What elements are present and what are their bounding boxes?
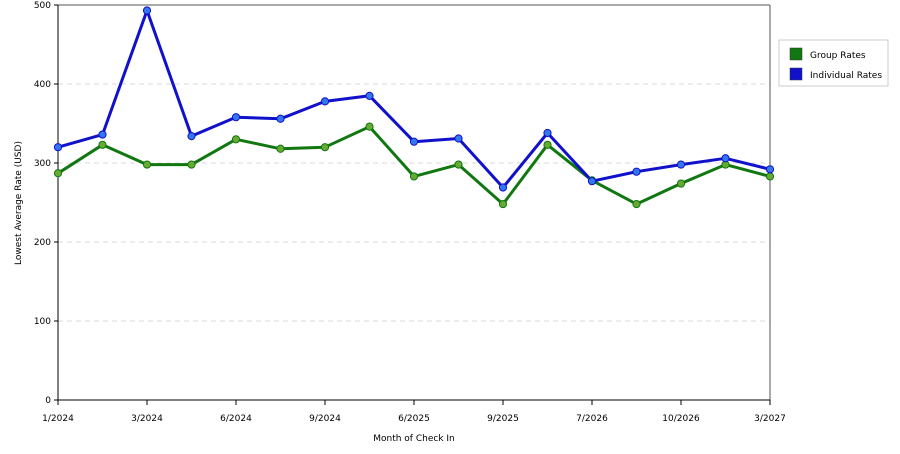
y-tick-label: 200 <box>34 238 51 248</box>
data-point <box>142 6 152 15</box>
data-point <box>409 137 419 146</box>
data-point <box>98 140 107 149</box>
data-point <box>231 113 241 122</box>
legend-swatch <box>789 67 803 81</box>
data-point <box>498 199 508 209</box>
data-point <box>498 183 508 192</box>
x-tick-label: 9/2025 <box>487 414 519 424</box>
data-point <box>98 130 107 139</box>
data-point <box>721 154 730 163</box>
data-point <box>543 140 552 149</box>
gridlines <box>58 83 770 322</box>
legend-label: Individual Rates <box>810 71 882 81</box>
series-line-2 <box>56 9 772 189</box>
data-point <box>187 132 196 141</box>
x-tick-label: 10/2026 <box>662 414 700 424</box>
x-axis-title: Month of Check In <box>373 434 455 444</box>
x-tick-label: 3/2024 <box>131 414 163 424</box>
data-point <box>765 172 775 181</box>
data-point <box>320 143 330 152</box>
data-point <box>632 199 641 209</box>
x-tick-label: 9/2024 <box>309 414 341 424</box>
data-point <box>409 172 419 181</box>
x-tick-label: 6/2025 <box>398 414 430 424</box>
y-tick-label: 300 <box>34 159 51 169</box>
data-point <box>320 97 330 106</box>
data-point <box>676 160 686 169</box>
data-point <box>454 160 463 169</box>
data-point <box>587 177 597 186</box>
data-point <box>454 134 463 143</box>
data-point <box>231 135 241 144</box>
data-point <box>765 165 775 174</box>
data-point <box>276 144 285 153</box>
data-point <box>365 91 374 100</box>
x-tick-label: 7/2026 <box>576 414 608 424</box>
axes: 0 100 200 300 400 500 1/2024 3/2024 6/2024 9/2024… <box>34 1 786 424</box>
legend-swatch <box>789 47 803 61</box>
legend-label: Group Rates <box>810 51 866 61</box>
x-tick-label: 1/2024 <box>42 414 74 424</box>
data-point <box>676 179 686 188</box>
data-point <box>365 122 374 131</box>
x-tick-label: 3/2027 <box>754 414 786 424</box>
data-point <box>142 160 152 169</box>
y-tick-label: 100 <box>34 317 51 327</box>
data-point <box>632 167 641 176</box>
y-tick-label: 0 <box>45 396 51 406</box>
y-tick-label: 400 <box>34 80 51 90</box>
y-axis-title: Lowest Average Rate (USD) <box>14 141 24 265</box>
y-tick-label: 500 <box>34 1 51 11</box>
data-point <box>187 160 196 169</box>
series-markers <box>53 6 775 209</box>
data-point <box>543 128 552 138</box>
legend: Group Rates Individual Rates <box>778 39 889 87</box>
x-tick-label: 6/2024 <box>220 414 252 424</box>
data-point <box>276 114 285 123</box>
data-point <box>53 143 63 152</box>
data-point <box>53 169 63 178</box>
